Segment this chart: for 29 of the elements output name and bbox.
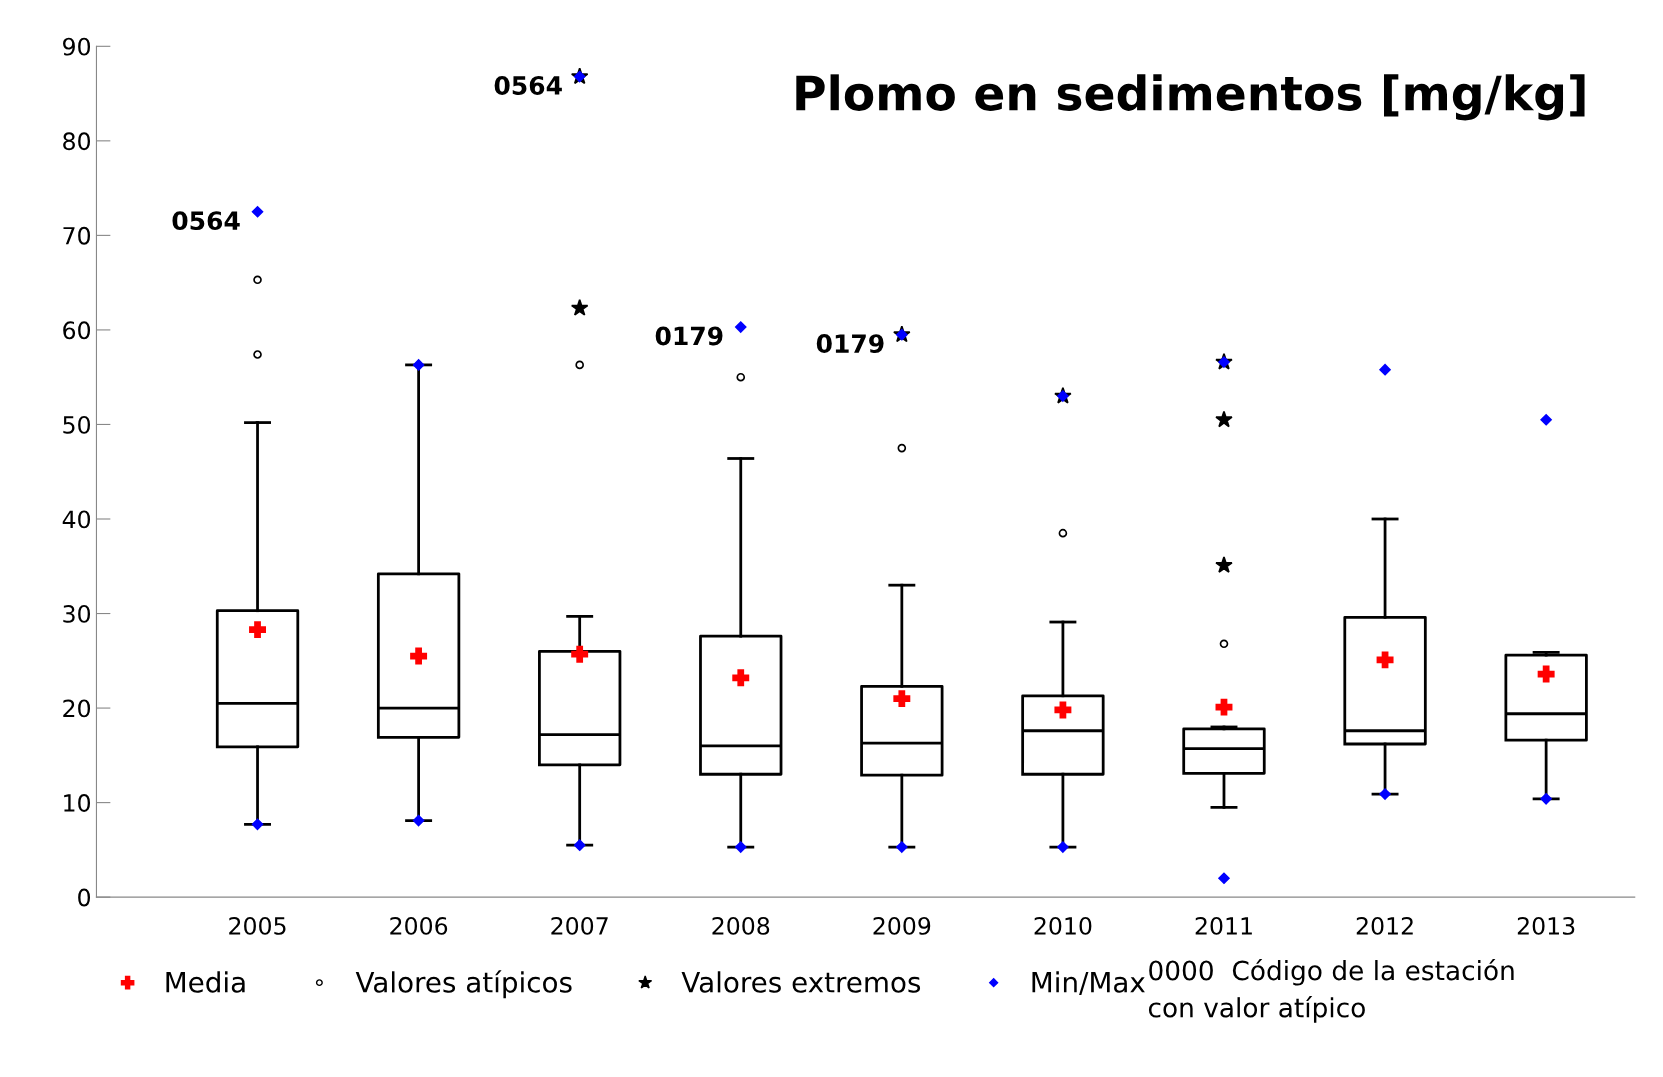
x-tick-label: 2012 bbox=[1356, 917, 1413, 935]
annotation: 0179 bbox=[655, 326, 723, 346]
x-tick-label: 2011 bbox=[1195, 917, 1252, 935]
text: Plomo en sedimentos [mg/kg] bbox=[796, 74, 1585, 121]
y-tick-label: 80 bbox=[63, 132, 91, 151]
x-tick-label: 2006 bbox=[390, 917, 448, 935]
x-tick-label: 2013 bbox=[1517, 917, 1575, 935]
y-tick-label: 40 bbox=[62, 510, 91, 529]
annotation: 0564 bbox=[172, 211, 240, 231]
annotation: 0564 bbox=[494, 76, 562, 95]
x-tick-label: 2005 bbox=[229, 917, 286, 935]
annotation: 0179 bbox=[816, 334, 884, 354]
legend-label: Media bbox=[166, 971, 245, 993]
text: 0000 Código de la estación con valor atípico bbox=[1148, 958, 1514, 1023]
y-tick-label: 0 bbox=[78, 888, 91, 907]
x-tick-label: 2009 bbox=[873, 917, 931, 935]
legend-label: Valores extremos bbox=[681, 971, 921, 993]
y-tick-label: 10 bbox=[64, 794, 91, 812]
y-tick-label: 20 bbox=[63, 699, 91, 718]
y-tick-label: 50 bbox=[63, 415, 91, 434]
x-tick-label: 2010 bbox=[1034, 917, 1092, 935]
x-tick-label: 2007 bbox=[551, 917, 608, 935]
y-tick-label: 60 bbox=[63, 321, 91, 340]
y-tick-label: 90 bbox=[63, 37, 91, 56]
y-tick-label: 70 bbox=[63, 226, 91, 245]
x-tick-label: 2008 bbox=[712, 917, 770, 935]
y-tick-label: 30 bbox=[63, 604, 91, 623]
legend-label: Min/Max bbox=[1032, 971, 1145, 995]
legend-label: Valores atípicos bbox=[355, 970, 572, 999]
